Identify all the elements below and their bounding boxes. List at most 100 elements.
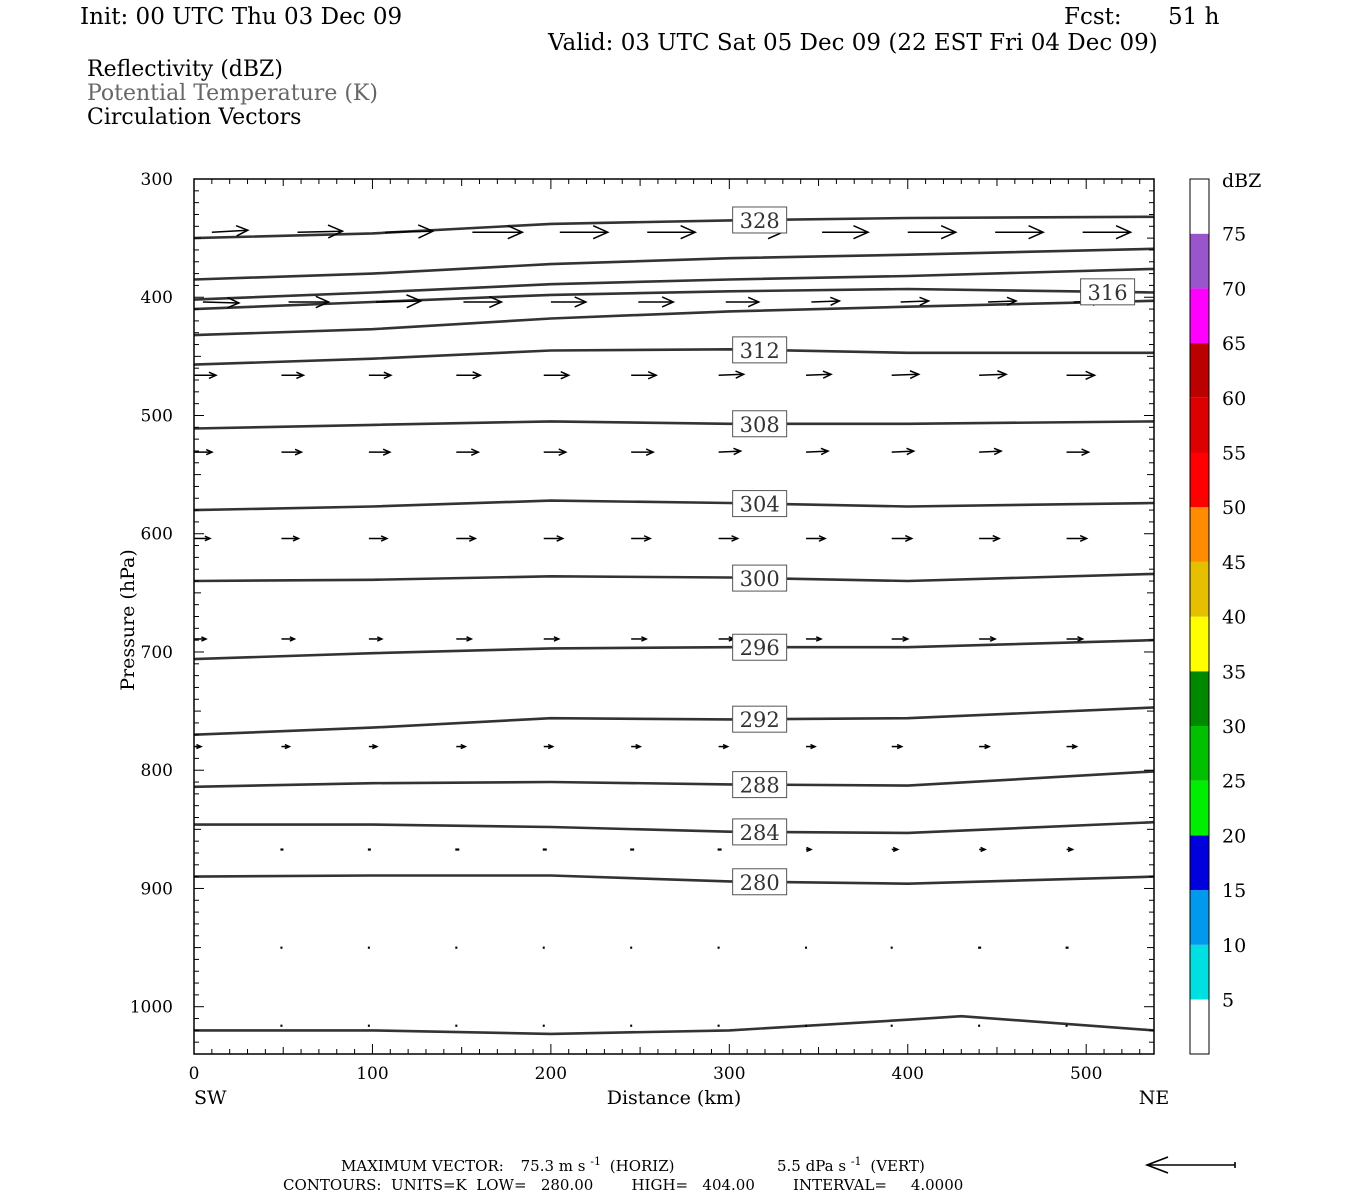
legend-circulation-vectors: Circulation Vectors bbox=[87, 105, 302, 130]
horiz-tag: (HORIZ) bbox=[610, 1157, 675, 1175]
x-tick-label: 100 bbox=[356, 1064, 388, 1084]
isentrope-line-11 bbox=[194, 770, 1154, 789]
vector-arrow bbox=[456, 743, 468, 750]
vector-arrow bbox=[805, 946, 808, 949]
vector-arrow bbox=[979, 370, 1008, 380]
max-vector-label: MAXIMUM VECTOR: bbox=[341, 1157, 504, 1175]
isentrope-line-8 bbox=[194, 572, 1154, 583]
colorbar-swatch bbox=[1190, 179, 1209, 234]
reflectivity-colorbar bbox=[1189, 178, 1210, 1055]
vector-arrow bbox=[890, 1024, 893, 1027]
vector-arrow bbox=[368, 743, 379, 750]
vector-arrow bbox=[631, 636, 649, 642]
isentrope-label-296: 296 bbox=[740, 636, 780, 660]
forecast-hour: 51 h bbox=[1168, 4, 1220, 30]
colorbar-swatch bbox=[1190, 890, 1209, 945]
vector-arrow bbox=[281, 448, 304, 456]
colorbar-label: 65 bbox=[1222, 333, 1246, 355]
colorbar-swatch bbox=[1190, 288, 1209, 344]
isentrope-labels: 328 316 312 308 304 300 296 292 288 284 280 bbox=[732, 206, 1136, 896]
vector-arrow bbox=[368, 448, 392, 456]
isentrope-line-2 bbox=[194, 267, 1154, 301]
x-tick-label: 500 bbox=[1070, 1064, 1102, 1084]
vector-arrow bbox=[543, 448, 568, 456]
vector-arrow bbox=[543, 636, 561, 642]
isentrope-line-3 bbox=[194, 287, 1154, 311]
circulation-vectors bbox=[194, 224, 1133, 1027]
colorbar-label: 40 bbox=[1222, 607, 1246, 629]
colorbar-swatch bbox=[1190, 944, 1209, 1000]
isentrope-label-box-292 bbox=[732, 705, 788, 733]
vector-arrow bbox=[806, 846, 813, 853]
vector-arrow bbox=[638, 296, 676, 308]
max-vector-line: MAXIMUM VECTOR: 75.3 m s -1 (HORIZ) bbox=[341, 1151, 675, 1175]
vector-arrow bbox=[194, 636, 208, 642]
vector-arrow bbox=[979, 447, 1003, 456]
vector-arrow bbox=[806, 447, 830, 456]
colorbar-label: 45 bbox=[1222, 552, 1246, 574]
isentrope-line-10 bbox=[194, 706, 1154, 736]
vector-arrow bbox=[542, 1024, 545, 1027]
vector-arrow bbox=[368, 371, 393, 380]
isentrope-line-1 bbox=[194, 247, 1154, 281]
colorbar-swatch bbox=[1190, 507, 1209, 562]
vector-arrow bbox=[988, 296, 1018, 306]
axis-ticks bbox=[193, 178, 1154, 1055]
colorbar-label: 75 bbox=[1222, 224, 1246, 246]
isentrope-label-box-328 bbox=[732, 206, 788, 234]
vector-arrow bbox=[822, 225, 870, 240]
colorbar-tick-labels: 5 10 15 20 25 30 35 40 45 50 55 60 65 70 75 bbox=[1222, 224, 1246, 1012]
vector-arrow bbox=[368, 535, 389, 542]
isentrope-label-box-288 bbox=[732, 771, 788, 799]
isentrope-label-box-280 bbox=[732, 868, 788, 896]
colorbar-label: 70 bbox=[1222, 278, 1246, 300]
x-axis-right-end-label: NE bbox=[1139, 1087, 1170, 1109]
vector-arrow bbox=[1082, 225, 1133, 240]
vector-arrow bbox=[1066, 534, 1089, 542]
vector-arrow bbox=[891, 846, 900, 853]
colorbar-swatch bbox=[1190, 452, 1209, 508]
colorbar-swatch bbox=[1190, 726, 1209, 781]
vector-arrow bbox=[718, 535, 740, 542]
vector-arrow bbox=[718, 447, 743, 456]
isentrope-label-280: 280 bbox=[740, 871, 780, 895]
vector-arrow bbox=[543, 535, 565, 542]
vector-arrow bbox=[202, 296, 241, 309]
vector-arrow bbox=[978, 946, 982, 949]
legend-potential-temperature: Potential Temperature (K) bbox=[87, 81, 378, 106]
colorbar-label: 30 bbox=[1222, 716, 1246, 738]
isentrope-label-box-284 bbox=[732, 818, 788, 846]
vector-arrow bbox=[907, 225, 958, 240]
isentrope-label-312: 312 bbox=[740, 339, 780, 363]
colorbar-swatch bbox=[1190, 561, 1209, 617]
isentrope-label-308: 308 bbox=[740, 413, 780, 437]
colorbar-label: 55 bbox=[1222, 443, 1246, 465]
isentrope-label-box-312 bbox=[732, 336, 788, 364]
isentrope-label-328: 328 bbox=[740, 209, 780, 233]
colorbar-swatch bbox=[1190, 671, 1209, 726]
colorbar-swatch bbox=[1190, 233, 1209, 289]
reference-vector-arrow bbox=[1144, 1156, 1236, 1174]
vert-unit-exponent: -1 bbox=[851, 1155, 862, 1168]
vector-arrow bbox=[891, 370, 921, 380]
vector-arrow bbox=[718, 743, 730, 750]
vector-arrow bbox=[1065, 946, 1069, 949]
vector-arrow bbox=[631, 743, 643, 750]
vector-arrow bbox=[979, 743, 991, 750]
vector-arrow bbox=[718, 370, 746, 379]
vector-arrow bbox=[384, 224, 435, 239]
vert-tag: (VERT) bbox=[870, 1157, 925, 1175]
isentrope-label-304: 304 bbox=[740, 493, 780, 517]
vector-arrow bbox=[281, 535, 301, 542]
legend-reflectivity: Reflectivity (dBZ) bbox=[87, 57, 283, 82]
vector-arrow bbox=[1066, 370, 1097, 380]
vector-arrow bbox=[194, 535, 212, 542]
y-tick-label: 300 bbox=[141, 170, 173, 190]
vector-arrow bbox=[463, 295, 504, 309]
colorbar-swatch bbox=[1190, 835, 1209, 891]
isentrope-line-5 bbox=[194, 347, 1154, 366]
colorbar-swatch bbox=[1190, 780, 1209, 836]
vector-arrow bbox=[717, 848, 722, 851]
forecast-label: Fcst: bbox=[1064, 4, 1122, 30]
colorbar-swatch bbox=[1190, 999, 1209, 1054]
